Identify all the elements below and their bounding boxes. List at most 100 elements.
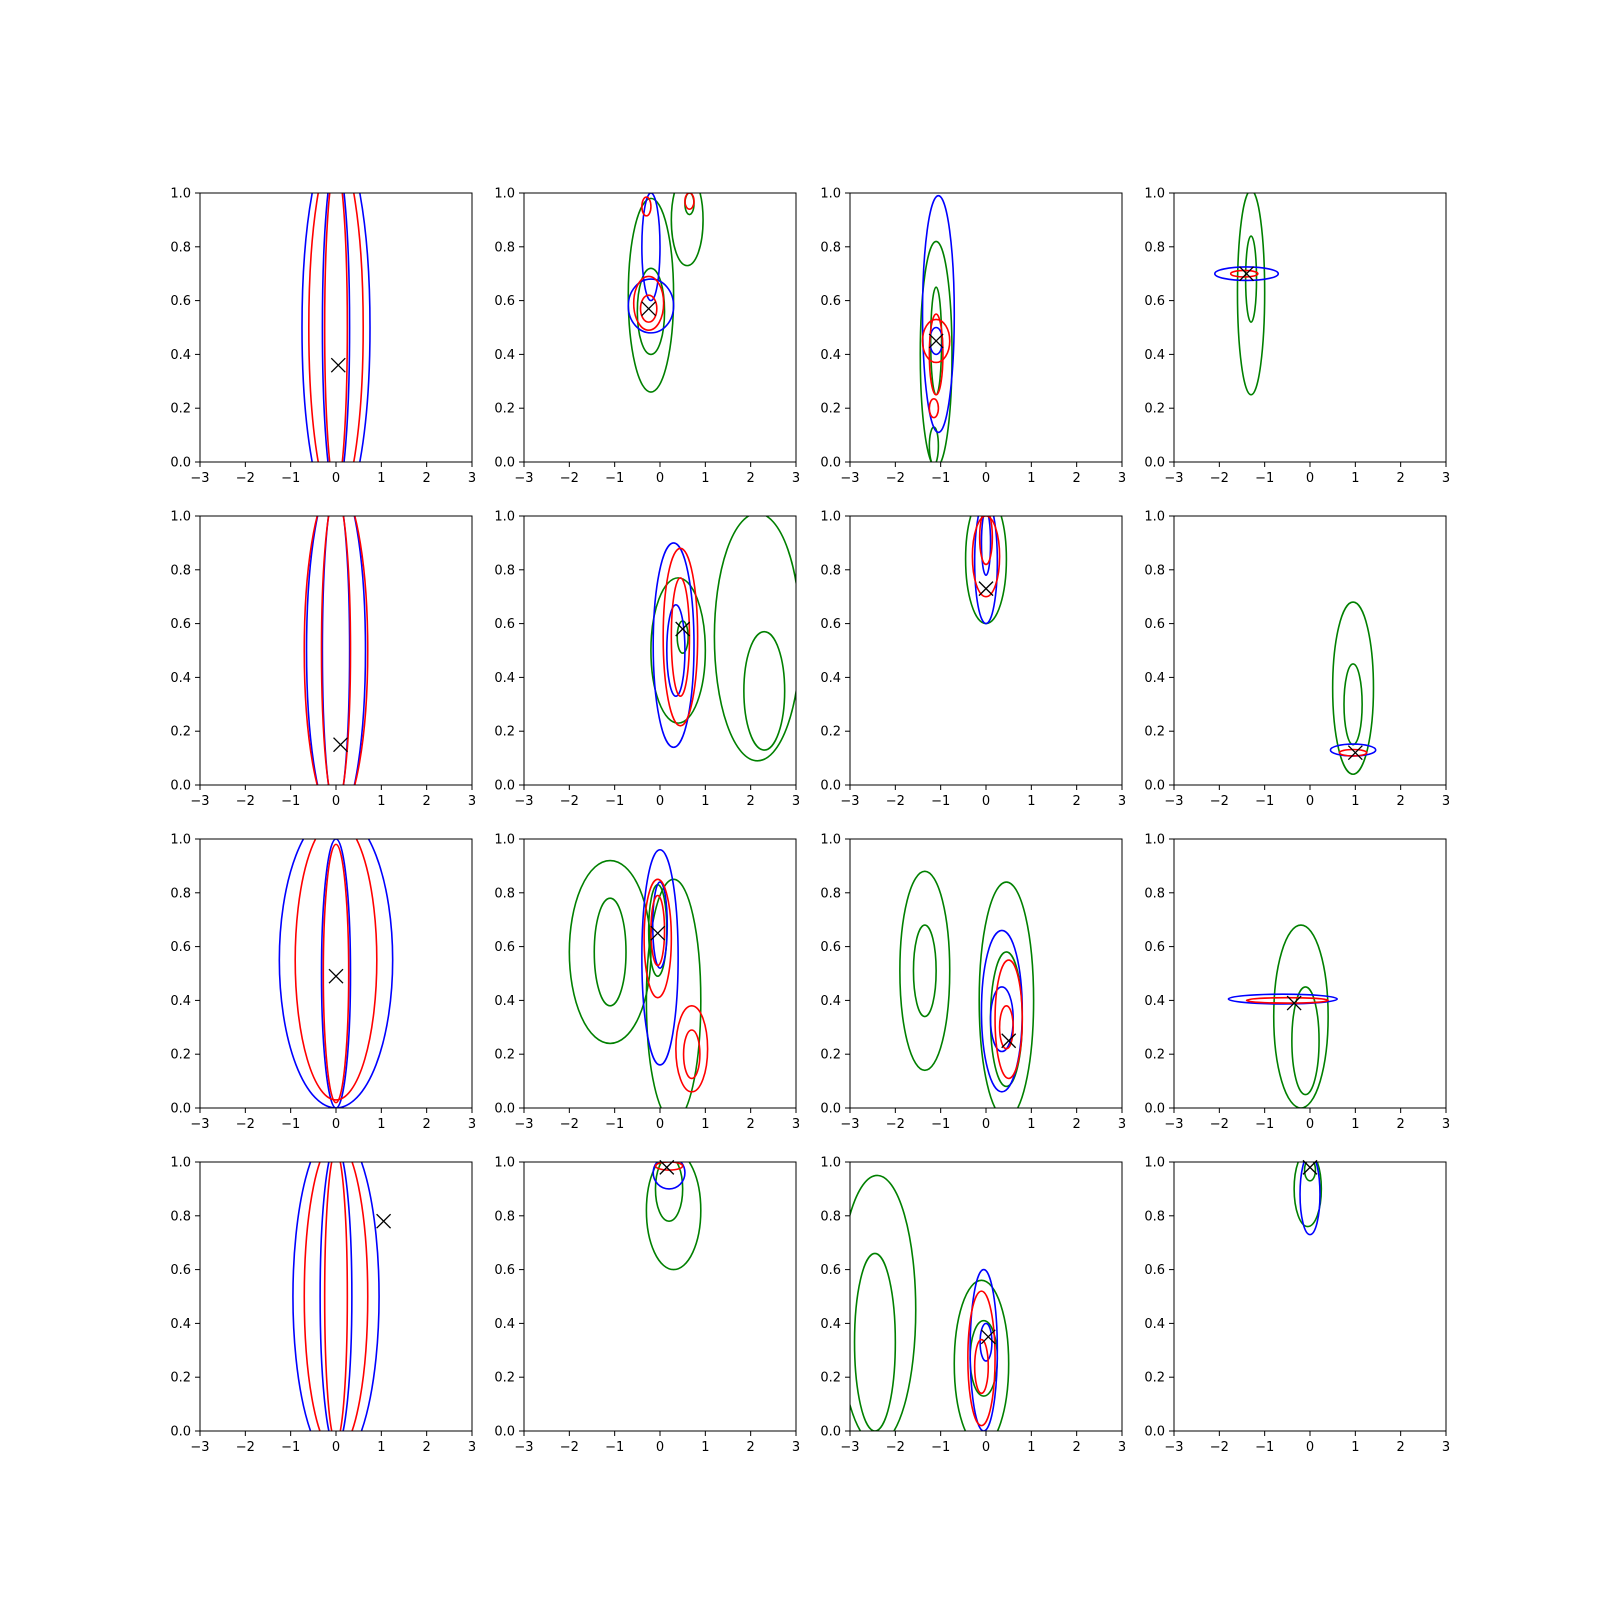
x-tick-label: 2 [423,1117,431,1132]
y-tick-label: 0.8 [494,563,515,578]
y-tick-label: 0.6 [1144,617,1165,632]
x-tick-label: 1 [1027,1117,1035,1132]
x-tick-label: 0 [1306,471,1314,486]
green-contour [650,577,707,724]
subplot-r2-c2: −3 −2 −1 0 1 2 3 0.0 0.2 0.4 0.6 0.8 1.0 [820,833,1126,1133]
y-tick-label: 0.0 [1144,1102,1165,1117]
x-tick-label: 3 [468,1440,476,1455]
x-tick-label: 2 [423,1440,431,1455]
x-tick-label: 3 [1118,794,1126,809]
blue-contour [320,839,352,1108]
green-contour [1303,1162,1317,1182]
x-tick-label: 1 [377,1117,385,1132]
plot-area [850,1174,1010,1431]
y-tick-label: 0.0 [494,1102,515,1117]
y-tick-label: 0.6 [170,940,191,955]
y-tick-label: 0.4 [170,671,191,686]
red-contour [639,294,658,323]
y-tick-label: 0.8 [820,886,841,901]
blue-contour [652,542,695,749]
x-tick-label: 2 [1073,1117,1081,1132]
marker-stroke [328,968,344,984]
x-tick-label: −2 [886,1440,905,1455]
y-tick-label: 0.8 [494,1209,515,1224]
best-fit-marker [980,1329,996,1345]
x-tick-label: −2 [560,471,579,486]
y-tick-label: 0.4 [820,348,841,363]
y-tick-label: 0.0 [170,1425,191,1440]
x-tick-label: 2 [747,1117,755,1132]
y-tick-label: 0.0 [494,779,515,794]
y-tick-label: 0.2 [820,1048,841,1063]
x-tick-label: 2 [1397,794,1405,809]
y-tick-label: 1.0 [1144,187,1165,202]
marker-stroke [675,621,691,637]
y-tick-label: 0.6 [1144,940,1165,955]
x-tick-label: 2 [1397,1117,1405,1132]
blue-contour [652,1162,686,1190]
y-tick-label: 0.2 [1144,1371,1165,1386]
y-tick-label: 0.8 [820,563,841,578]
green-contour [1293,1162,1323,1228]
x-tick-label: 0 [982,1117,990,1132]
green-contour [645,878,702,1108]
red-contour [632,275,665,331]
y-tick-label: 1.0 [494,187,515,202]
marker-stroke [1286,995,1302,1011]
green-contour [1244,235,1258,323]
y-tick-label: 1.0 [170,1156,191,1171]
red-contour [967,1290,996,1427]
y-tick-label: 0.4 [820,671,841,686]
red-contour [1229,269,1259,278]
best-fit-marker [928,333,944,349]
red-contour [303,516,369,785]
axes-frame [849,515,1123,786]
y-tick-label: 0.6 [1144,294,1165,309]
y-tick-label: 0.4 [1144,994,1165,1009]
marker-stroke [978,581,994,597]
y-tick-label: 0.6 [820,294,841,309]
red-contour [322,843,350,1104]
x-tick-label: 0 [1306,1440,1314,1455]
red-contour [921,318,951,364]
y-tick-label: 0.8 [1144,563,1165,578]
x-tick-label: −1 [281,471,300,486]
plot-area [278,839,394,1108]
x-tick-label: 1 [1027,1440,1035,1455]
blue-contour [301,193,371,462]
blue-contour [641,848,679,1066]
x-tick-label: −2 [236,1440,255,1455]
best-fit-marker [328,968,344,984]
x-tick-label: −3 [840,471,859,486]
y-tick-label: 0.8 [494,886,515,901]
x-tick-label: 0 [656,794,664,809]
y-tick-label: 1.0 [820,833,841,848]
y-tick-label: 0.2 [494,1048,515,1063]
y-tick-label: 0.6 [494,1263,515,1278]
subplot-r3-c2: −3 −2 −1 0 1 2 3 0.0 0.2 0.4 0.6 0.8 1.0 [820,1156,1126,1456]
y-tick-label: 0.8 [820,1209,841,1224]
x-tick-label: 0 [332,1117,340,1132]
green-contour [670,193,704,267]
x-tick-label: 2 [423,471,431,486]
x-tick-label: 2 [1073,471,1081,486]
x-tick-label: −1 [931,1440,950,1455]
x-tick-label: −2 [560,1440,579,1455]
x-tick-label: 3 [1442,471,1450,486]
y-tick-label: 0.6 [1144,1263,1165,1278]
x-tick-label: 0 [1306,794,1314,809]
x-tick-label: 2 [747,471,755,486]
best-fit-marker [1239,266,1254,282]
y-tick-label: 0.4 [1144,348,1165,363]
x-tick-label: 1 [377,471,385,486]
best-fit-marker [650,925,666,941]
blue-contour [979,1322,993,1362]
x-tick-label: −3 [514,1440,533,1455]
y-tick-label: 0.6 [494,294,515,309]
red-contour [1245,996,1329,1004]
x-tick-label: −3 [1164,1117,1183,1132]
x-tick-label: −1 [931,1117,950,1132]
axes-frame [849,1161,1123,1432]
x-tick-label: −1 [1255,1117,1274,1132]
y-tick-label: 0.4 [1144,1317,1165,1332]
